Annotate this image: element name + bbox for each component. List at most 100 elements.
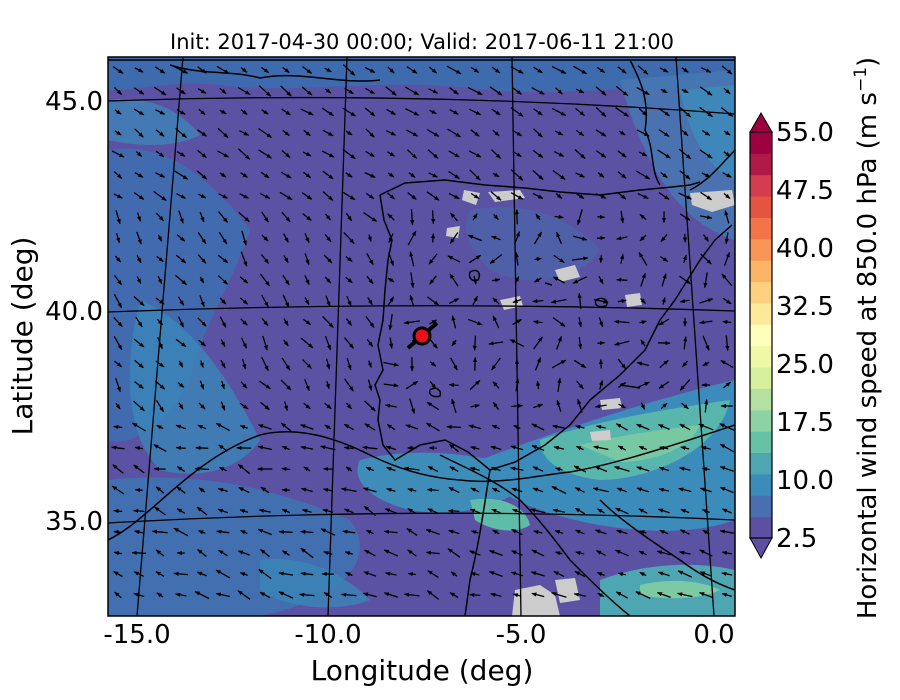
wind-arrow bbox=[491, 149, 501, 159]
wind-arrow bbox=[681, 360, 689, 368]
wind-arrow bbox=[575, 129, 585, 137]
wind-arrow bbox=[576, 380, 584, 390]
wind-arrow bbox=[260, 548, 270, 558]
wind-arrow bbox=[324, 233, 332, 243]
wind-arrow bbox=[301, 86, 313, 96]
colorbar-band bbox=[750, 409, 772, 432]
wind-arrow bbox=[362, 592, 377, 598]
wind-arrow bbox=[614, 340, 630, 346]
wind-arrow bbox=[636, 381, 650, 389]
wind-arrow bbox=[257, 424, 272, 430]
wind-arrow bbox=[637, 65, 649, 75]
wind-arrow bbox=[530, 508, 546, 514]
wind-arrow bbox=[387, 151, 396, 157]
wind-arrow bbox=[447, 508, 460, 514]
wind-arrow bbox=[156, 255, 164, 263]
wind-arrow bbox=[135, 316, 143, 328]
wind-arrow bbox=[533, 128, 543, 138]
wind-arrow bbox=[303, 171, 312, 179]
wind-arrow bbox=[194, 466, 210, 471]
wind-arrow bbox=[261, 109, 269, 115]
wind-arrow bbox=[471, 530, 479, 535]
wind-arrow bbox=[426, 129, 440, 137]
wind-arrow bbox=[425, 550, 440, 555]
wind-arrow bbox=[178, 402, 184, 410]
wind-arrow bbox=[153, 190, 167, 202]
wind-arrow bbox=[113, 171, 123, 179]
wind-arrow bbox=[282, 66, 290, 74]
wind-arrow bbox=[619, 253, 625, 264]
wind-arrow bbox=[133, 464, 145, 474]
wind-arrow bbox=[365, 87, 376, 95]
wind-arrow bbox=[703, 272, 708, 289]
wind-arrow bbox=[551, 485, 567, 495]
wind-arrow bbox=[303, 402, 311, 410]
wind-arrow bbox=[301, 508, 312, 514]
wind-arrow bbox=[620, 210, 625, 224]
wind-arrow bbox=[363, 487, 377, 493]
location-marker bbox=[406, 321, 439, 350]
wind-arrow bbox=[429, 361, 437, 367]
wind-arrow bbox=[300, 487, 313, 493]
wind-arrow bbox=[197, 88, 207, 94]
wind-arrow bbox=[304, 233, 310, 244]
wind-arrow bbox=[533, 66, 543, 74]
wind-arrow bbox=[133, 338, 145, 348]
wind-arrow bbox=[679, 379, 691, 391]
wind-arrow bbox=[217, 254, 229, 264]
wind-arrow bbox=[345, 130, 353, 136]
wind-arrow bbox=[615, 549, 629, 557]
wind-arrow bbox=[133, 592, 145, 598]
wind-arrow bbox=[133, 108, 145, 116]
wind-arrow bbox=[615, 423, 628, 431]
wind-arrow bbox=[492, 315, 500, 329]
map-title: Init: 2017-04-30 00:00; Valid: 2017-06-1… bbox=[170, 30, 674, 54]
wind-arrow bbox=[552, 276, 565, 284]
wind-arrow bbox=[300, 445, 314, 450]
wind-arrow bbox=[299, 592, 315, 597]
wind-arrow bbox=[551, 66, 567, 74]
x-axis-label: Longitude (deg) bbox=[311, 654, 534, 687]
wind-arrow bbox=[134, 381, 144, 389]
wind-arrow bbox=[111, 485, 125, 495]
wind-arrow bbox=[196, 506, 208, 516]
wind-arrow bbox=[617, 150, 627, 158]
wind-arrow bbox=[533, 530, 543, 535]
wind-arrow bbox=[658, 129, 670, 137]
wind-arrow bbox=[552, 169, 566, 181]
wind-arrow bbox=[113, 551, 123, 556]
wind-arrow bbox=[134, 530, 144, 535]
wind-arrow bbox=[722, 172, 732, 178]
wind-arrow bbox=[217, 275, 229, 285]
wind-arrow bbox=[113, 87, 123, 95]
wind-arrow bbox=[303, 129, 311, 137]
wind-arrow bbox=[532, 298, 544, 304]
wind-arrow bbox=[450, 571, 458, 577]
wind-arrow bbox=[325, 358, 331, 370]
wind-arrow bbox=[700, 445, 711, 451]
y-axis-label: Latitude (deg) bbox=[6, 237, 39, 436]
wind-arrow bbox=[258, 568, 272, 580]
wind-arrow bbox=[658, 107, 670, 117]
wind-arrow bbox=[345, 571, 353, 577]
wind-arrow bbox=[489, 86, 503, 96]
wind-arrow bbox=[199, 211, 205, 223]
colorbar-band bbox=[750, 217, 772, 240]
wind-arrow bbox=[575, 425, 585, 430]
wind-arrow bbox=[493, 213, 499, 221]
colorbar-band bbox=[750, 174, 772, 197]
wind-arrow bbox=[240, 318, 248, 326]
wind-arrow bbox=[300, 529, 314, 534]
colorbar-tick-label: 55.0 bbox=[776, 118, 834, 148]
wind-arrow bbox=[218, 231, 228, 245]
wind-arrow bbox=[595, 150, 607, 158]
colorbar-bands bbox=[750, 132, 772, 539]
colorbar-label: Horizontal wind speed at 850.0 hPa (m s−… bbox=[851, 57, 883, 619]
wind-arrow bbox=[534, 257, 543, 262]
wind-arrow bbox=[342, 191, 356, 201]
x-tick-label: -15.0 bbox=[103, 620, 170, 650]
wind-arrow bbox=[449, 232, 459, 244]
wind-arrow bbox=[237, 148, 251, 160]
wind-arrow bbox=[259, 591, 271, 599]
